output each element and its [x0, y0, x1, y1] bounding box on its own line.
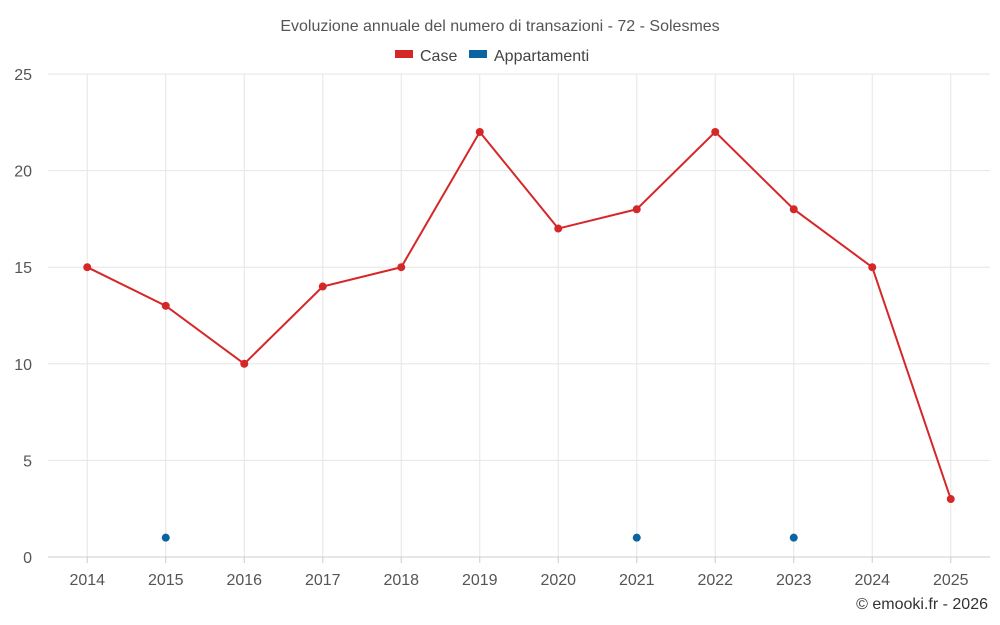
data-point-appartamenti[interactable]: [789, 533, 798, 542]
data-point-case[interactable]: [161, 301, 170, 310]
x-tick-label: 2017: [305, 572, 341, 589]
x-tick-label: 2025: [933, 572, 969, 589]
data-point-case[interactable]: [83, 263, 92, 272]
legend-swatch-case: [395, 50, 413, 58]
y-tick-label: 0: [23, 550, 32, 567]
chart-title: Evoluzione annuale del numero di transaz…: [280, 18, 719, 35]
x-tick-label: 2022: [697, 572, 733, 589]
data-point-case[interactable]: [240, 359, 249, 368]
credit-text: © emooki.fr - 2026: [856, 596, 988, 613]
legend-label-case[interactable]: Case: [420, 48, 457, 65]
data-point-appartamenti[interactable]: [632, 533, 641, 542]
x-tick-label: 2015: [148, 572, 184, 589]
legend-swatch-appartamenti: [469, 50, 487, 58]
series: [83, 127, 955, 542]
data-point-case[interactable]: [868, 263, 877, 272]
y-tick-label: 10: [14, 357, 32, 374]
x-tick-label: 2016: [226, 572, 262, 589]
y-tick-label: 20: [14, 164, 32, 181]
x-tick-label: 2019: [462, 572, 498, 589]
x-tick-label: 2021: [619, 572, 655, 589]
x-tick-label: 2024: [854, 572, 890, 589]
x-tick-label: 2018: [383, 572, 419, 589]
y-tick-label: 5: [23, 453, 32, 470]
data-point-case[interactable]: [946, 495, 955, 504]
data-point-case[interactable]: [318, 282, 327, 291]
series-line-case: [86, 130, 952, 500]
data-point-case[interactable]: [789, 205, 798, 214]
data-point-appartamenti[interactable]: [161, 533, 170, 542]
y-tick-label: 15: [14, 260, 32, 277]
data-point-case[interactable]: [397, 263, 406, 272]
data-point-case[interactable]: [475, 127, 484, 136]
data-point-case[interactable]: [711, 127, 720, 136]
data-point-case[interactable]: [554, 224, 563, 233]
y-tick-label: 25: [14, 67, 32, 84]
data-point-case[interactable]: [632, 205, 641, 214]
grid: [48, 73, 990, 557]
x-tick-label: 2014: [69, 572, 105, 589]
x-tick-label: 2020: [540, 572, 576, 589]
legend-label-appartamenti[interactable]: Appartamenti: [494, 48, 589, 65]
x-tick-label: 2023: [776, 572, 812, 589]
legend: Case Appartamenti: [395, 48, 589, 65]
